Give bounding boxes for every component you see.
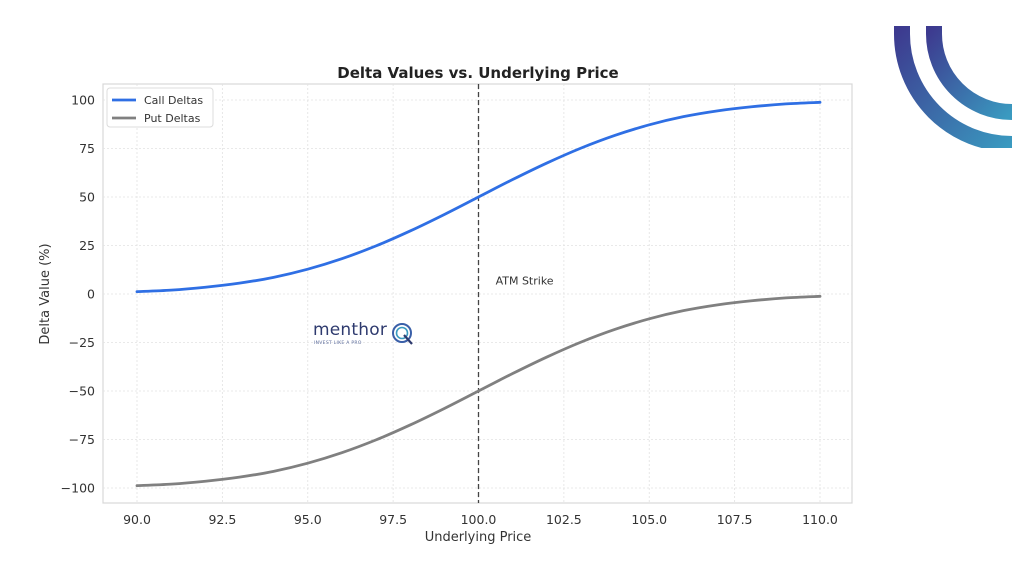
y-tick-label: −50: [69, 384, 95, 399]
x-tick-label: 95.0: [294, 512, 322, 527]
y-axis-label: Delta Value (%): [38, 243, 53, 344]
menthorq-watermark: menthor INVEST LIKE A PRO: [313, 320, 417, 350]
series-lines: [135, 100, 822, 488]
legend-label: Put Deltas: [144, 112, 201, 125]
x-tick-label: 92.5: [208, 512, 236, 527]
x-tick-label: 90.0: [123, 512, 151, 527]
x-axis-label: Underlying Price: [425, 530, 532, 545]
y-tick-label: −100: [61, 481, 95, 496]
y-axis-ticks: 100 75 50 25 0 −25 −50 −75 −100: [61, 93, 95, 496]
y-tick-label: 50: [79, 190, 95, 205]
x-tick-label: 97.5: [379, 512, 407, 527]
x-tick-label: 110.0: [802, 512, 838, 527]
x-axis-ticks: 90.0 92.5 95.0 97.5 100.0 102.5 105.0 107.5 110.…: [123, 512, 838, 527]
y-tick-label: 25: [79, 238, 95, 253]
x-tick-label: 107.5: [717, 512, 753, 527]
y-tick-label: 75: [79, 141, 95, 156]
x-tick-label: 100.0: [461, 512, 497, 527]
y-tick-label: −75: [69, 432, 95, 447]
watermark-brand: menthor: [313, 320, 388, 340]
atm-strike-label: ATM Strike: [496, 274, 554, 287]
y-tick-label: −25: [69, 335, 95, 350]
put-deltas-line: [135, 294, 822, 488]
legend-label: Call Deltas: [144, 94, 203, 107]
chart-title: Delta Values vs. Underlying Price: [337, 64, 618, 82]
x-tick-label: 105.0: [631, 512, 667, 527]
brand-logo-arcs-icon: [894, 26, 1013, 148]
menthorq-q-logo-icon: [392, 323, 413, 345]
call-deltas-line: [135, 100, 822, 294]
x-tick-label: 102.5: [546, 512, 582, 527]
legend: Call Deltas Put Deltas: [106, 87, 214, 128]
y-tick-label: 100: [71, 93, 95, 108]
watermark-tagline: INVEST LIKE A PRO: [314, 341, 362, 346]
plot-area: [102, 83, 853, 504]
y-tick-label: 0: [87, 287, 95, 302]
